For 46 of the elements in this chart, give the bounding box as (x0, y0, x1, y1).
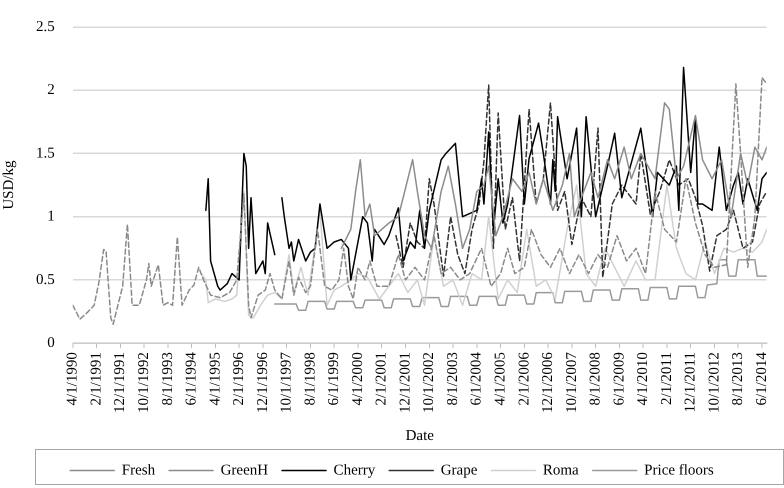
x-tick-label: 2/1/2011 (658, 352, 675, 405)
x-tick-label: 4/1/1995 (207, 352, 224, 406)
x-tick-label: 12/1/2001 (397, 352, 414, 414)
x-tick-label: 10/1/1992 (136, 352, 152, 414)
y-tick-label: 0.5 (36, 272, 55, 288)
x-tick-label: 4/1/2010 (635, 352, 652, 406)
y-axis-title: USD/kg (0, 160, 17, 210)
legend-label: Roma (542, 462, 580, 478)
x-tick-label: 8/1/2003 (444, 352, 461, 406)
x-tick-label: 8/1/2008 (588, 352, 604, 406)
legend-label: GreenH (220, 462, 268, 478)
x-tick-label: 12/1/1991 (112, 352, 128, 414)
x-tick-label: 10/1/2007 (564, 352, 580, 414)
x-tick-label: 2/1/1996 (231, 352, 248, 406)
x-tick-label: 8/1/2013 (730, 352, 746, 406)
x-tick-label: 6/1/1994 (184, 352, 200, 406)
legend-label: Price floors (644, 462, 714, 478)
legend-label: Grape (440, 462, 478, 478)
x-tick-label: 8/1/1993 (160, 352, 176, 406)
y-tick-label: 0 (47, 335, 55, 352)
x-tick-label: 10/1/2002 (421, 352, 438, 414)
x-tick-label: 2/1/2006 (516, 352, 532, 406)
y-tick-label: 1.5 (36, 145, 55, 162)
line-series (72, 76, 767, 325)
y-tick-label: 1 (47, 208, 55, 225)
y-tick-label: 2.5 (36, 18, 55, 35)
x-tick-label: 12/1/2011 (682, 352, 699, 412)
legend-label: Cherry (334, 462, 376, 478)
line-series (395, 84, 767, 278)
x-tick-label: 2/1/1991 (88, 352, 104, 406)
x-tick-label: 6/1/2014 (754, 352, 770, 406)
x-tick-label: 10/1/1997 (278, 352, 295, 414)
x-tick-label: 6/1/2009 (611, 352, 628, 406)
x-tick-label: 4/1/1990 (64, 352, 81, 406)
x-tick-label: 2/1/2001 (374, 352, 390, 406)
x-tick-label: 10/1/2012 (706, 352, 722, 414)
y-tick-label: 2 (47, 82, 55, 98)
x-tick-label: 6/1/1999 (326, 352, 342, 406)
x-tick-label: 12/1/2006 (540, 352, 556, 414)
x-tick-label: 8/1/1998 (302, 352, 318, 406)
x-tick-label: 4/1/2000 (350, 352, 366, 406)
legend-label: Fresh (122, 462, 156, 478)
x-tick-label: 6/1/2004 (468, 352, 485, 406)
x-tick-label: 12/1/1996 (254, 352, 271, 414)
x-axis-title: Date (406, 428, 434, 444)
x-tick-label: 4/1/2005 (492, 352, 508, 406)
